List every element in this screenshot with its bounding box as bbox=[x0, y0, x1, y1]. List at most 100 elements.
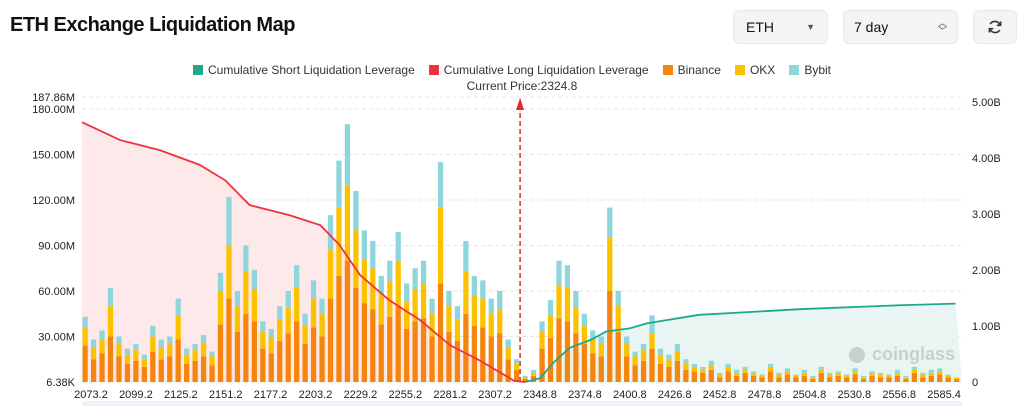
bar-stack bbox=[429, 298, 435, 382]
bar-okx bbox=[412, 289, 418, 322]
bar-bybit bbox=[886, 374, 892, 376]
bar-binance bbox=[505, 359, 511, 382]
x-tick-label: 2073.2 bbox=[74, 389, 108, 401]
bar-stack bbox=[116, 336, 122, 382]
bar-stack bbox=[903, 375, 909, 382]
bar-okx bbox=[810, 377, 816, 379]
bar-stack bbox=[217, 272, 224, 382]
bar-okx bbox=[801, 372, 807, 376]
bar-stack bbox=[234, 291, 241, 382]
bar-okx bbox=[590, 339, 596, 354]
bar-stack bbox=[810, 375, 816, 382]
legend-swatch bbox=[662, 65, 673, 75]
bar-bybit bbox=[911, 366, 917, 370]
bar-bybit bbox=[556, 260, 562, 285]
bar-binance bbox=[463, 313, 469, 382]
bar-okx bbox=[581, 325, 587, 345]
legend-item-bybit[interactable]: Bybit bbox=[789, 63, 831, 77]
x-axis-scroll-strip[interactable] bbox=[82, 401, 962, 406]
bar-okx bbox=[911, 369, 917, 373]
bar-bybit bbox=[420, 260, 427, 284]
bar-okx bbox=[598, 344, 604, 357]
bar-binance bbox=[700, 372, 706, 382]
bar-stack bbox=[285, 291, 291, 382]
bar-okx bbox=[175, 315, 181, 340]
bar-bybit bbox=[869, 371, 875, 373]
bar-stack bbox=[370, 240, 376, 382]
bar-stack bbox=[835, 371, 841, 382]
up-down-chevron-icon: ︿ ﹀ bbox=[937, 18, 947, 36]
bar-bybit bbox=[607, 207, 613, 238]
bar-stack bbox=[90, 339, 97, 382]
legend-item-short[interactable]: Cumulative Short Liquidation Leverage bbox=[192, 63, 415, 77]
bar-binance bbox=[860, 378, 867, 382]
bar-okx bbox=[522, 377, 528, 379]
bar-bybit bbox=[708, 360, 714, 366]
legend-swatch bbox=[734, 65, 745, 75]
bar-binance bbox=[175, 339, 181, 382]
bar-binance bbox=[336, 275, 342, 382]
bar-stack bbox=[420, 260, 427, 382]
bar-bybit bbox=[336, 160, 342, 208]
bar-okx bbox=[784, 371, 791, 375]
bar-stack bbox=[937, 368, 943, 382]
bar-bybit bbox=[107, 287, 114, 307]
y-left-tick-label: 150.00M bbox=[32, 150, 75, 162]
bar-binance bbox=[90, 359, 97, 382]
bar-stack bbox=[928, 369, 934, 382]
bar-bybit bbox=[691, 363, 697, 367]
bar-stack bbox=[725, 363, 731, 382]
bar-bybit bbox=[920, 372, 926, 375]
bar-okx bbox=[133, 350, 139, 361]
bar-bybit bbox=[674, 344, 681, 352]
bar-binance bbox=[590, 353, 596, 382]
legend-item-binance[interactable]: Binance bbox=[662, 63, 721, 77]
legend-label: OKX bbox=[749, 63, 776, 77]
bar-binance bbox=[243, 313, 249, 382]
x-tick-label: 2530.8 bbox=[837, 389, 871, 401]
symbol-select[interactable]: ETH ▼ bbox=[733, 10, 828, 44]
bar-okx bbox=[277, 319, 283, 342]
bar-bybit bbox=[82, 316, 88, 328]
range-select[interactable]: 7 day ︿ ﹀ bbox=[843, 10, 958, 44]
bar-binance bbox=[844, 377, 850, 382]
bar-binance bbox=[547, 338, 554, 382]
bar-okx bbox=[82, 327, 88, 346]
bar-bybit bbox=[90, 339, 97, 348]
refresh-button[interactable] bbox=[973, 10, 1017, 44]
bar-bybit bbox=[217, 272, 224, 291]
bar-bybit bbox=[657, 348, 664, 355]
bar-stack bbox=[666, 354, 672, 382]
bar-bybit bbox=[683, 359, 689, 364]
bar-bybit bbox=[200, 334, 207, 343]
bar-stack bbox=[657, 348, 664, 382]
bar-bybit bbox=[437, 162, 444, 208]
bar-okx bbox=[869, 372, 875, 376]
bar-okx bbox=[700, 369, 706, 373]
y-right-tick-label: 1.00B bbox=[972, 321, 1001, 333]
bar-binance bbox=[886, 377, 892, 382]
legend-item-okx[interactable]: OKX bbox=[734, 63, 776, 77]
bar-stack bbox=[581, 313, 587, 382]
legend-swatch bbox=[428, 65, 439, 75]
bar-binance bbox=[556, 318, 562, 382]
bar-binance bbox=[683, 369, 689, 382]
bar-okx bbox=[251, 289, 257, 322]
bar-okx bbox=[327, 250, 334, 299]
bar-stack bbox=[260, 321, 266, 382]
bar-binance bbox=[150, 351, 156, 382]
bar-binance bbox=[657, 363, 664, 382]
chevron-down-icon: ▼ bbox=[806, 22, 815, 32]
bar-binance bbox=[234, 331, 241, 382]
bar-binance bbox=[615, 331, 621, 382]
x-tick-label: 2426.8 bbox=[658, 389, 692, 401]
bar-stack bbox=[886, 374, 892, 382]
bar-okx bbox=[404, 301, 410, 329]
bar-stack bbox=[200, 334, 207, 382]
bar-okx bbox=[666, 359, 672, 367]
bar-binance bbox=[404, 328, 410, 382]
bar-okx bbox=[302, 325, 308, 345]
bar-okx bbox=[192, 350, 198, 361]
legend-item-long[interactable]: Cumulative Long Liquidation Leverage bbox=[428, 63, 649, 77]
x-tick-label: 2229.2 bbox=[344, 389, 378, 401]
